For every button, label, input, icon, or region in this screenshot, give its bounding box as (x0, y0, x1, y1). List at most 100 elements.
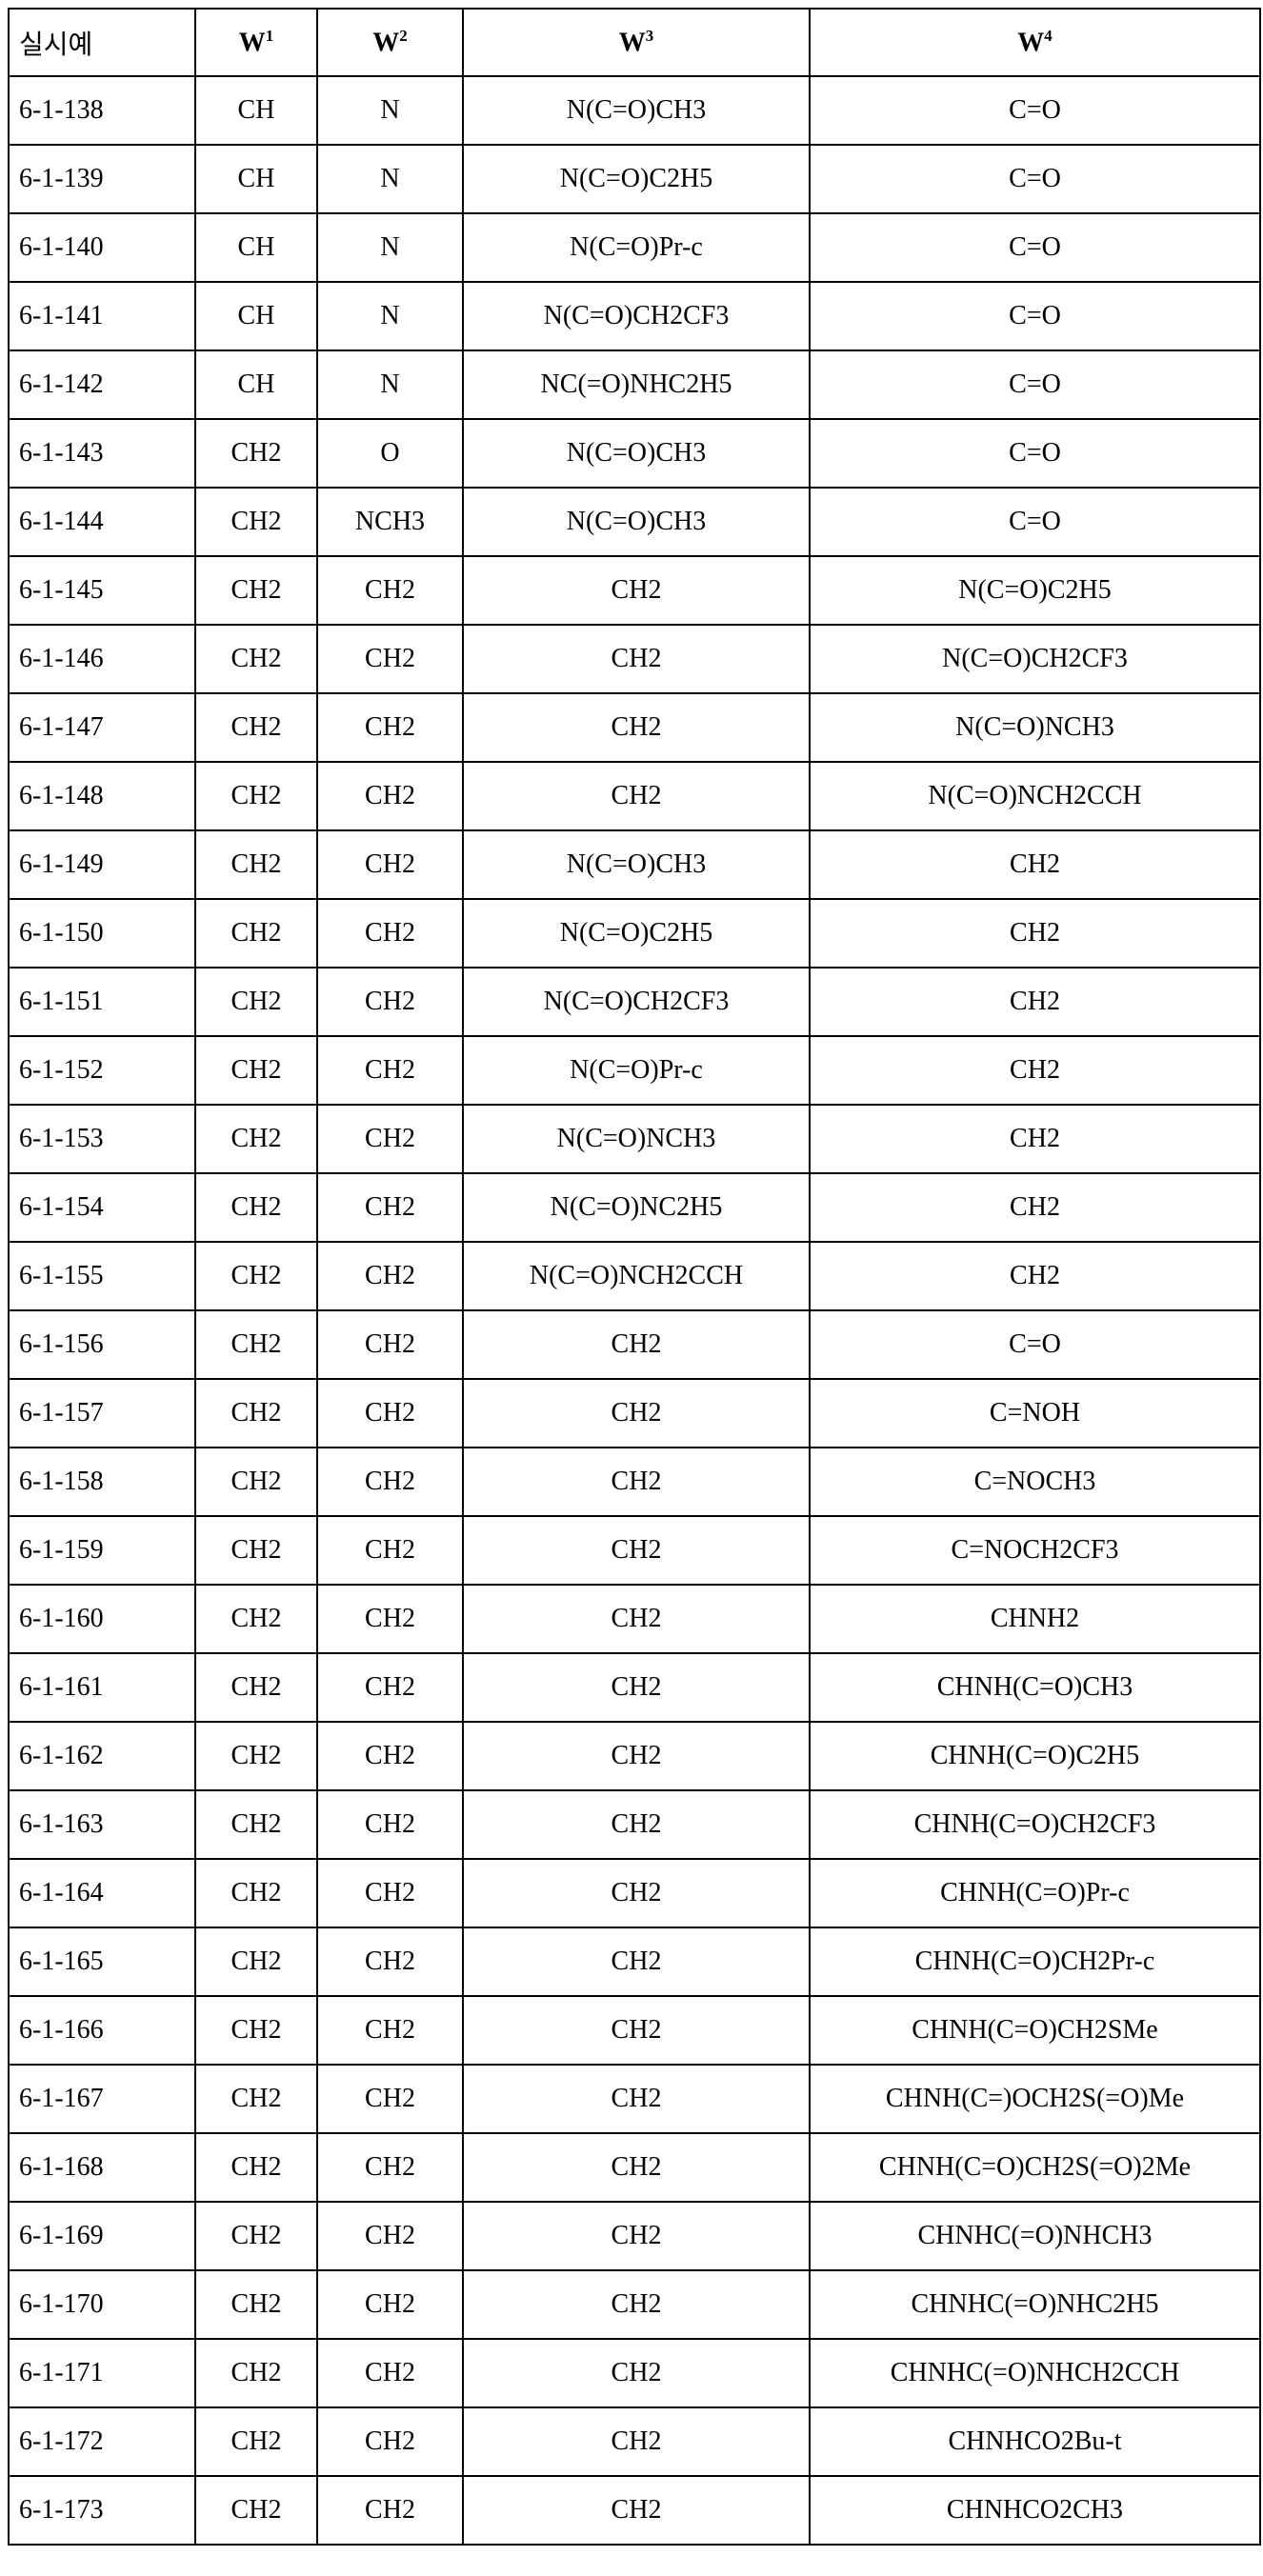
cell-example: 6-1-164 (9, 1859, 195, 1927)
cell-w2: CH2 (317, 899, 463, 968)
cell-w2: CH2 (317, 1448, 463, 1516)
cell-w2: O (317, 419, 463, 488)
cell-w2: CH2 (317, 693, 463, 762)
cell-w2: CH2 (317, 1722, 463, 1790)
cell-w1: CH (195, 282, 317, 350)
cell-example: 6-1-166 (9, 1996, 195, 2065)
header-superscript: 4 (1044, 27, 1052, 45)
cell-example: 6-1-172 (9, 2407, 195, 2476)
cell-w3: CH2 (463, 556, 810, 625)
cell-w3: N(C=O)CH3 (463, 419, 810, 488)
cell-w4: N(C=O)NCH3 (810, 693, 1260, 762)
cell-w2: CH2 (317, 1379, 463, 1448)
cell-w1: CH (195, 76, 317, 145)
cell-w2: CH2 (317, 1036, 463, 1105)
table-row: 6-1-165CH2CH2CH2CHNH(C=O)CH2Pr-c (9, 1927, 1260, 1996)
cell-w1: CH (195, 213, 317, 282)
cell-w4: C=O (810, 76, 1260, 145)
cell-w3: CH2 (463, 1516, 810, 1585)
table-row: 6-1-142CHNNC(=O)NHC2H5C=O (9, 350, 1260, 419)
cell-w3: CH2 (463, 1927, 810, 1996)
table-row: 6-1-173CH2CH2CH2CHNHCO2CH3 (9, 2476, 1260, 2545)
cell-w1: CH2 (195, 556, 317, 625)
header-label: W (1017, 28, 1044, 57)
cell-w3: CH2 (463, 2202, 810, 2270)
cell-w4: CHNH(C=O)CH2SMe (810, 1996, 1260, 2065)
cell-w4: CHNH(C=O)CH2Pr-c (810, 1927, 1260, 1996)
cell-w4: CHNH(C=O)CH3 (810, 1653, 1260, 1722)
cell-example: 6-1-165 (9, 1927, 195, 1996)
cell-w4: CHNH(C=O)C2H5 (810, 1722, 1260, 1790)
table-row: 6-1-172CH2CH2CH2CHNHCO2Bu-t (9, 2407, 1260, 2476)
table-row: 6-1-158CH2CH2CH2C=NOCH3 (9, 1448, 1260, 1516)
header-example: 실시예 (9, 9, 195, 76)
cell-example: 6-1-142 (9, 350, 195, 419)
table-row: 6-1-139CHNN(C=O)C2H5C=O (9, 145, 1260, 213)
cell-example: 6-1-145 (9, 556, 195, 625)
header-w1: W1 (195, 9, 317, 76)
cell-w1: CH2 (195, 1927, 317, 1996)
cell-w2: CH2 (317, 968, 463, 1036)
cell-w4: CH2 (810, 899, 1260, 968)
header-label: W (372, 28, 399, 57)
cell-example: 6-1-151 (9, 968, 195, 1036)
cell-w4: C=O (810, 1310, 1260, 1379)
cell-w2: NCH3 (317, 488, 463, 556)
cell-w1: CH2 (195, 1448, 317, 1516)
cell-w2: CH2 (317, 1585, 463, 1653)
cell-example: 6-1-161 (9, 1653, 195, 1722)
cell-w2: CH2 (317, 2339, 463, 2407)
table-row: 6-1-161CH2CH2CH2CHNH(C=O)CH3 (9, 1653, 1260, 1722)
cell-w3: CH2 (463, 1996, 810, 2065)
cell-w3: CH2 (463, 762, 810, 830)
cell-w4: C=O (810, 145, 1260, 213)
cell-w4: C=O (810, 213, 1260, 282)
cell-example: 6-1-173 (9, 2476, 195, 2545)
cell-w3: CH2 (463, 1379, 810, 1448)
cell-example: 6-1-158 (9, 1448, 195, 1516)
header-w2: W2 (317, 9, 463, 76)
cell-w1: CH2 (195, 1310, 317, 1379)
cell-w4: CHNHC(=O)NHC2H5 (810, 2270, 1260, 2339)
cell-w3: N(C=O)CH3 (463, 830, 810, 899)
cell-w3: N(C=O)NCH2CCH (463, 1242, 810, 1310)
cell-w4: CH2 (810, 1242, 1260, 1310)
cell-w1: CH2 (195, 1036, 317, 1105)
cell-w1: CH2 (195, 2407, 317, 2476)
cell-w1: CH2 (195, 2065, 317, 2133)
header-superscript: 2 (399, 27, 408, 45)
header-superscript: 1 (266, 27, 274, 45)
table-row: 6-1-145CH2CH2CH2N(C=O)C2H5 (9, 556, 1260, 625)
cell-example: 6-1-169 (9, 2202, 195, 2270)
cell-w1: CH2 (195, 1379, 317, 1448)
cell-w3: CH2 (463, 1722, 810, 1790)
cell-w3: N(C=O)Pr-c (463, 213, 810, 282)
cell-w3: NC(=O)NHC2H5 (463, 350, 810, 419)
table-row: 6-1-169CH2CH2CH2CHNHC(=O)NHCH3 (9, 2202, 1260, 2270)
cell-w1: CH2 (195, 2270, 317, 2339)
cell-w2: CH2 (317, 1927, 463, 1996)
cell-example: 6-1-141 (9, 282, 195, 350)
cell-w3: N(C=O)CH2CF3 (463, 968, 810, 1036)
cell-example: 6-1-139 (9, 145, 195, 213)
cell-w3: CH2 (463, 1310, 810, 1379)
cell-w1: CH (195, 145, 317, 213)
cell-w4: CHNHCO2Bu-t (810, 2407, 1260, 2476)
cell-w2: CH2 (317, 625, 463, 693)
cell-w1: CH (195, 350, 317, 419)
table-row: 6-1-146CH2CH2CH2N(C=O)CH2CF3 (9, 625, 1260, 693)
cell-w4: C=O (810, 282, 1260, 350)
cell-w1: CH2 (195, 2339, 317, 2407)
cell-w2: N (317, 213, 463, 282)
cell-w1: CH2 (195, 419, 317, 488)
cell-example: 6-1-143 (9, 419, 195, 488)
table-row: 6-1-170CH2CH2CH2CHNHC(=O)NHC2H5 (9, 2270, 1260, 2339)
table-row: 6-1-144CH2NCH3N(C=O)CH3C=O (9, 488, 1260, 556)
cell-w3: CH2 (463, 2133, 810, 2202)
cell-w2: CH2 (317, 1653, 463, 1722)
cell-w3: N(C=O)NC2H5 (463, 1173, 810, 1242)
cell-w4: CHNH(C=O)CH2S(=O)2Me (810, 2133, 1260, 2202)
cell-w3: N(C=O)NCH3 (463, 1105, 810, 1173)
cell-w3: CH2 (463, 2270, 810, 2339)
cell-w4: CHNH2 (810, 1585, 1260, 1653)
